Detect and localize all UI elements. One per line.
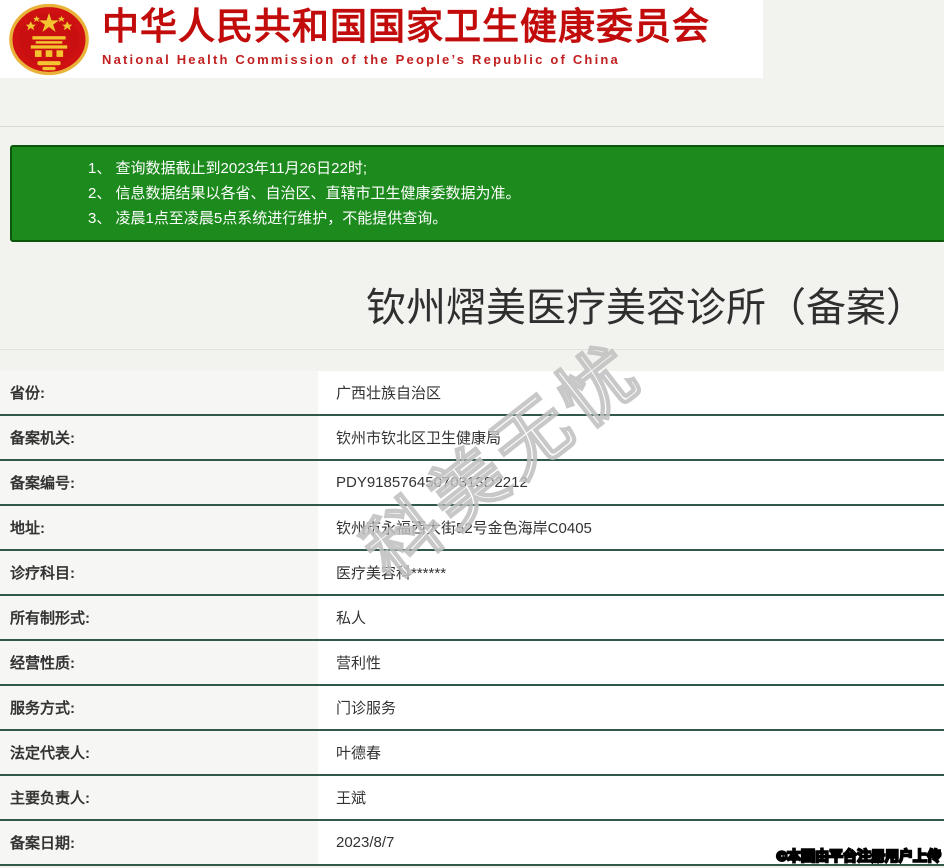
record-label: 经营性质: bbox=[0, 641, 318, 684]
record-label: 主要负责人: bbox=[0, 776, 318, 819]
title-divider bbox=[0, 349, 944, 350]
record-value: 叶德春 bbox=[336, 745, 382, 762]
china-national-emblem-icon bbox=[9, 3, 89, 76]
table-row: 备案机关: 钦州市钦北区卫生健康局 bbox=[0, 416, 944, 461]
table-row: 地址: 钦州市永福西大街52号金色海岸C0405 bbox=[0, 506, 944, 551]
notice-banner: 1、 查询数据截止到2023年11月26日22时; 2、 信息数据结果以各省、自… bbox=[10, 145, 944, 242]
record-label: 备案机关: bbox=[0, 416, 318, 459]
record-label: 备案日期: bbox=[0, 821, 318, 864]
header-text-block: 中华人民共和国国家卫生健康委员会 National Health Commiss… bbox=[102, 4, 752, 70]
page-title: 钦州熠美医疗美容诊所（备案） bbox=[366, 286, 926, 330]
record-label: 省份: bbox=[0, 371, 318, 414]
table-row: 诊疗科目: 医疗美容科****** bbox=[0, 551, 944, 596]
record-value: 钦州市永福西大街52号金色海岸C0405 bbox=[336, 520, 592, 537]
notice-line-1: 1、 查询数据截止到2023年11月26日22时; bbox=[88, 160, 367, 177]
notice-line-3: 3、 凌晨1点至凌晨5点系统进行维护，不能提供查询。 bbox=[88, 210, 448, 227]
table-row: 法定代表人: 叶德春 bbox=[0, 731, 944, 776]
record-value: 医疗美容科****** bbox=[336, 565, 447, 582]
notice-line-2: 2、 信息数据结果以各省、自治区、直辖市卫生健康委数据为准。 bbox=[88, 185, 521, 202]
record-value: PDY91857645070313D2212 bbox=[336, 474, 528, 491]
table-row: 备案日期: 2023/8/7 bbox=[0, 821, 944, 866]
record-value: 王斌 bbox=[336, 790, 367, 807]
record-value: 2023/8/7 bbox=[336, 834, 395, 851]
table-row: 备案编号: PDY91857645070313D2212 bbox=[0, 461, 944, 506]
record-table: 省份: 广西壮族自治区 备案机关: 钦州市钦北区卫生健康局 备案编号: PDY9… bbox=[0, 371, 944, 866]
table-row: 服务方式: 门诊服务 bbox=[0, 686, 944, 731]
record-value: 钦州市钦北区卫生健康局 bbox=[336, 430, 502, 447]
record-label: 服务方式: bbox=[0, 686, 318, 729]
table-row: 省份: 广西壮族自治区 bbox=[0, 371, 944, 416]
org-title-en: National Health Commission of the People… bbox=[102, 52, 620, 67]
record-label: 备案编号: bbox=[0, 461, 318, 504]
record-value: 私人 bbox=[336, 610, 367, 627]
record-value: 广西壮族自治区 bbox=[336, 385, 442, 402]
record-value: 门诊服务 bbox=[336, 700, 397, 717]
record-label: 诊疗科目: bbox=[0, 551, 318, 594]
table-row: 所有制形式: 私人 bbox=[0, 596, 944, 641]
site-header: 中华人民共和国国家卫生健康委员会 National Health Commiss… bbox=[0, 0, 763, 78]
record-label: 地址: bbox=[0, 506, 318, 549]
record-label: 所有制形式: bbox=[0, 596, 318, 639]
header-divider bbox=[0, 126, 944, 127]
image-credit: ©本图由平台注册用户上传 bbox=[776, 847, 942, 865]
record-value: 营利性 bbox=[336, 655, 382, 672]
org-title-cn: 中华人民共和国国家卫生健康委员会 bbox=[102, 6, 710, 47]
record-label: 法定代表人: bbox=[0, 731, 318, 774]
table-row: 经营性质: 营利性 bbox=[0, 641, 944, 686]
table-row: 主要负责人: 王斌 bbox=[0, 776, 944, 821]
